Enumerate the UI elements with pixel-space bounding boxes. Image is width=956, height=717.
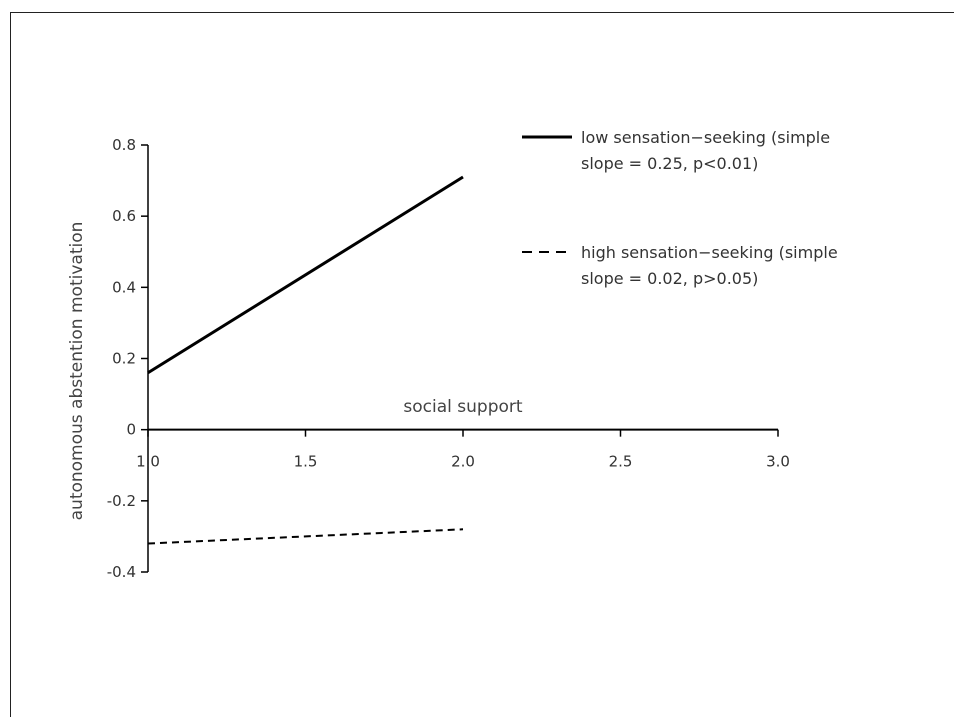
legend-label: slope = 0.25, p<0.01) [581,154,758,173]
legend-label: low sensation−seeking (simple [581,128,830,147]
y-ticks: 0.8 0.6 0.4 0.2 0 -0.2 -0.4 [107,136,148,581]
x-tick-label: 1.5 [294,453,318,471]
x-axis-title: social support [403,397,522,417]
series-line-high-sensation-seeking [147,528,464,545]
series-lines [147,175,464,545]
y-tick-label: 0.8 [112,136,136,154]
axes [147,145,778,572]
legend-label: high sensation−seeking (simple [581,243,838,262]
x-tick-label: 3.0 [766,453,790,471]
y-axis-title: autonomous abstention motivation [67,222,87,521]
y-tick-label: -0.4 [107,563,136,581]
series-line-low-sensation-seeking [147,175,464,375]
y-tick-label: 0.4 [112,278,136,296]
y-tick-label: -0.2 [107,492,136,510]
legend: low sensation−seeking (simple slope = 0.2… [522,128,838,288]
legend-label: slope = 0.02, p>0.05) [581,269,758,288]
y-tick-label: 0.2 [112,350,136,368]
x-ticks: 1.0 1.5 2.0 2.5 3.0 [136,429,790,471]
x-tick-label: 1.0 [136,453,160,471]
y-tick-label: 0 [126,421,136,439]
y-tick-label: 0.6 [112,207,136,225]
chart-frame [10,12,954,717]
x-tick-label: 2.0 [451,453,475,471]
x-tick-label: 2.5 [609,453,633,471]
